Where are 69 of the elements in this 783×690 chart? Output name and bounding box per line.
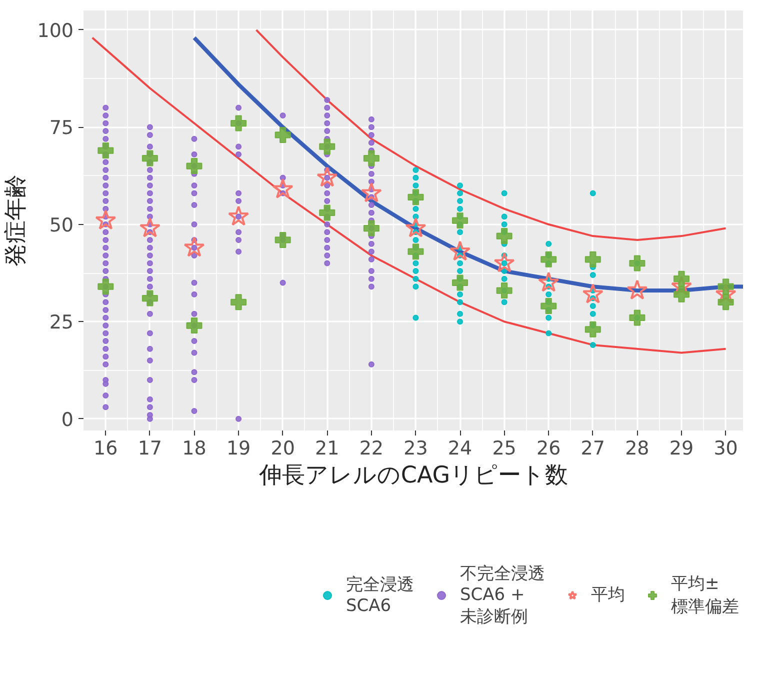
x-tick-label: 28 bbox=[625, 438, 650, 460]
point bbox=[626, 280, 648, 300]
point bbox=[496, 228, 512, 244]
x-tick-label: 24 bbox=[448, 438, 472, 460]
point bbox=[274, 232, 291, 248]
y-tick-label: 75 bbox=[49, 117, 74, 140]
point bbox=[98, 142, 114, 158]
point bbox=[142, 290, 158, 306]
point bbox=[673, 286, 690, 302]
point bbox=[408, 189, 424, 206]
y-tick-label: 50 bbox=[49, 214, 74, 236]
x-tick-label: 21 bbox=[315, 438, 340, 460]
point bbox=[450, 240, 471, 261]
point bbox=[274, 126, 291, 143]
point bbox=[405, 217, 426, 238]
point bbox=[98, 278, 114, 295]
legend-label: 完全浸透 SCA6 bbox=[346, 574, 414, 616]
point bbox=[582, 283, 604, 304]
x-tick-label: 30 bbox=[714, 438, 738, 460]
x-tick-label: 16 bbox=[94, 438, 118, 460]
point bbox=[139, 217, 160, 238]
y-axis-title: 発症年齢 bbox=[3, 174, 30, 266]
x-tick-label: 29 bbox=[669, 438, 694, 460]
point bbox=[316, 166, 338, 187]
x-tick-label: 17 bbox=[138, 438, 162, 460]
point bbox=[629, 310, 646, 326]
line-series bbox=[91, 36, 727, 354]
legend-label: 不完全浸透 SCA6 + 未診断例 bbox=[460, 562, 545, 628]
x-tick-label: 26 bbox=[536, 438, 561, 460]
point bbox=[142, 150, 158, 166]
legend-label: 平均± 標準偏差 bbox=[671, 572, 739, 618]
point bbox=[319, 138, 336, 155]
point bbox=[363, 150, 380, 166]
y-tick-label: 100 bbox=[37, 20, 74, 42]
x-tick-label: 27 bbox=[580, 438, 605, 460]
point bbox=[408, 244, 424, 260]
point bbox=[228, 206, 250, 226]
x-tick-label: 23 bbox=[404, 438, 428, 460]
point bbox=[230, 115, 247, 132]
point bbox=[540, 298, 557, 314]
legend-label: 平均 bbox=[591, 584, 625, 606]
x-tick-label: 25 bbox=[492, 438, 516, 460]
point bbox=[496, 282, 512, 298]
y-tick-label: 25 bbox=[49, 312, 74, 334]
x-axis-title: 伸長アレルのCAGリピート数 bbox=[258, 462, 568, 488]
point bbox=[186, 158, 202, 174]
point bbox=[363, 220, 380, 236]
point bbox=[95, 210, 116, 230]
point bbox=[230, 294, 247, 310]
point bbox=[538, 272, 560, 292]
point bbox=[584, 321, 601, 338]
point bbox=[540, 251, 557, 268]
x-tick-label: 19 bbox=[226, 438, 251, 460]
point bbox=[186, 318, 202, 334]
point bbox=[584, 251, 601, 268]
x-tick-label: 20 bbox=[270, 438, 295, 460]
x-tick-label: 18 bbox=[182, 438, 206, 460]
point bbox=[718, 294, 734, 310]
point bbox=[184, 236, 205, 257]
point bbox=[452, 212, 468, 228]
x-tick-label: 22 bbox=[359, 438, 384, 460]
point bbox=[360, 182, 382, 202]
point bbox=[272, 178, 294, 198]
line-series bbox=[255, 28, 727, 241]
point bbox=[319, 204, 336, 221]
y-tick-label: 0 bbox=[61, 408, 74, 431]
point bbox=[629, 255, 646, 272]
point bbox=[452, 274, 468, 291]
point bbox=[494, 252, 515, 272]
